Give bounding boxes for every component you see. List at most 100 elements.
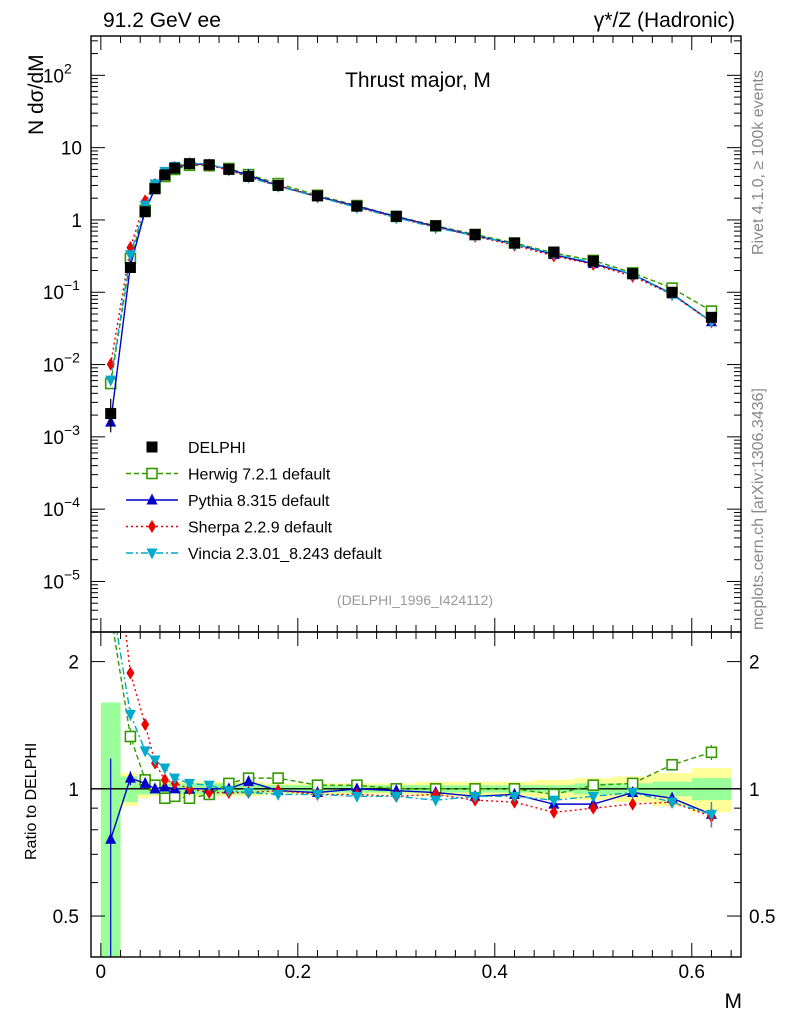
ratio-point-1-3 [149, 782, 161, 794]
ratio-series-0 [106, 608, 718, 805]
ratio-line-1 [110, 777, 712, 840]
y-tick-label-main-7: 10 [43, 572, 64, 593]
y-tick-label-ratio-0: 0.5 [53, 907, 79, 928]
main-line-2 [110, 162, 712, 365]
ratio-point-1-0 [105, 832, 117, 844]
y-tick-label-main-5: 10 [43, 428, 64, 449]
main-ref-point-2 [139, 206, 151, 218]
main-point-3-0 [105, 375, 117, 387]
y-tick-label-ratio-right-0: 0.5 [749, 907, 775, 928]
main-ref-point-11 [312, 190, 324, 202]
y-tick-label-main-4: 10 [43, 356, 64, 377]
main-ref-point-1 [124, 261, 136, 273]
ratio-point-3-14 [430, 795, 442, 807]
ratio-point-1-1 [124, 771, 136, 783]
mcplots-label: mcplots.cern.ch [arXiv:1306.3436] [750, 388, 767, 630]
ratio-point-3-5 [169, 773, 181, 785]
ratio-point-3-1 [124, 709, 136, 721]
ratio-point-0-18 [587, 779, 600, 791]
ratio-point-2-1 [126, 666, 135, 680]
main-ref-point-14 [430, 220, 442, 232]
x-tick-label-0: 0 [96, 962, 107, 983]
ratio-point-3-13 [390, 791, 402, 803]
x-tick-label-3: 0.6 [679, 962, 705, 983]
main-ref-point-3 [149, 183, 161, 195]
ratio-point-3-3 [149, 755, 161, 767]
ratio-point-0-0 [106, 608, 116, 618]
ratio-line-2 [125, 632, 712, 818]
ratio-point-3-10 [272, 789, 284, 801]
y-tick-label-main-0: 10 [43, 66, 64, 87]
ratio-point-0-4 [159, 792, 171, 805]
main-ref-point-20 [666, 286, 678, 298]
y-tick-exp-main-7: −5 [64, 566, 80, 582]
y-axis-label-main: N dσ/dM [25, 54, 48, 135]
y-axis-label-ratio: Ratio to DELPHI [23, 743, 40, 860]
ratio-point-3-20 [666, 797, 678, 809]
ratio-point-3-4 [159, 763, 171, 775]
main-ref-point-18 [587, 255, 599, 267]
x-axis-label: M [725, 990, 743, 1013]
main-ref-point-13 [390, 210, 402, 222]
legend-marker-2 [146, 493, 158, 505]
legend-label-4: Vincia 2.3.01_8.243 default [188, 546, 382, 563]
ratio-point-2-18 [589, 801, 598, 815]
y-tick-label-ratio-1: 1 [68, 780, 79, 801]
main-reference [105, 158, 717, 433]
ratio-point-2-7 [205, 786, 214, 800]
y-tick-label-ratio-2: 2 [68, 653, 79, 674]
ratio-point-3-8 [223, 786, 235, 798]
y-tick-label-main-2: 1 [71, 211, 82, 232]
main-ref-point-9 [243, 170, 255, 182]
ratio-point-3-19 [627, 788, 639, 800]
y-tick-exp-main-0: 2 [64, 60, 72, 76]
header-process-label: γ*/Z (Hadronic) [594, 9, 735, 32]
legend-label-2: Pythia 8.315 default [188, 493, 330, 510]
main-frame [90, 35, 742, 633]
x-tick-label-2: 0.4 [482, 962, 509, 983]
legend-label-3: Sherpa 2.2.9 default [188, 520, 333, 537]
ratio-point-2-0 [107, 494, 115, 507]
ratio-point-0-1 [124, 730, 137, 743]
ratio-point-3-12 [351, 791, 363, 803]
ratio-point-3-2 [139, 746, 151, 758]
ratio-point-1-9 [243, 775, 255, 787]
ratio-point-3-6 [183, 778, 195, 790]
main-series-3 [105, 158, 717, 387]
legend: DELPHI Herwig 7.2.1 default Pythia 8.315 d… [126, 440, 382, 563]
y-tick-exp-main-6: −4 [64, 494, 80, 510]
y-tick-label-main-1: 10 [61, 139, 82, 160]
analysis-tag: (DELPHI_1996_I424112) [337, 592, 493, 608]
legend-entry-4: Vincia 2.3.01_8.243 default [126, 546, 382, 563]
main-point-3-1 [124, 250, 136, 262]
ratio-point-1-12 [351, 782, 363, 794]
ratio-point-1-2 [139, 776, 151, 788]
main-ref-point-21 [705, 311, 717, 323]
ratio-point-3-9 [243, 788, 255, 800]
main-ref-point-10 [272, 179, 284, 191]
main-series-2 [106, 157, 716, 371]
main-ref-point-0 [105, 408, 117, 420]
ratio-point-2-17 [549, 805, 558, 819]
legend-entry-1: Herwig 7.2.1 default [126, 467, 331, 484]
y-tick-exp-main-3: −1 [64, 277, 80, 293]
ratio-point-3-16 [508, 791, 520, 803]
main-ref-point-19 [627, 268, 639, 280]
legend-marker-0 [146, 441, 158, 453]
y-tick-exp-main-4: −2 [64, 350, 80, 366]
header-energy-label: 91.2 GeV ee [103, 9, 221, 32]
ratio-point-0-20 [666, 758, 678, 771]
main-ref-point-15 [469, 228, 481, 240]
legend-entry-0: DELPHI [146, 440, 246, 457]
legend-marker-3 [148, 520, 156, 533]
main-ref-point-6 [183, 158, 195, 170]
ratio-point-0-10 [272, 772, 284, 784]
x-tick-label-1: 0.2 [285, 962, 311, 983]
main-ref-point-5 [169, 162, 181, 174]
y-tick-label-ratio-right-2: 2 [749, 653, 760, 674]
ratio-point-3-0 [105, 589, 116, 600]
legend-marker-1 [146, 467, 158, 480]
ratio-point-2-2 [141, 717, 150, 731]
